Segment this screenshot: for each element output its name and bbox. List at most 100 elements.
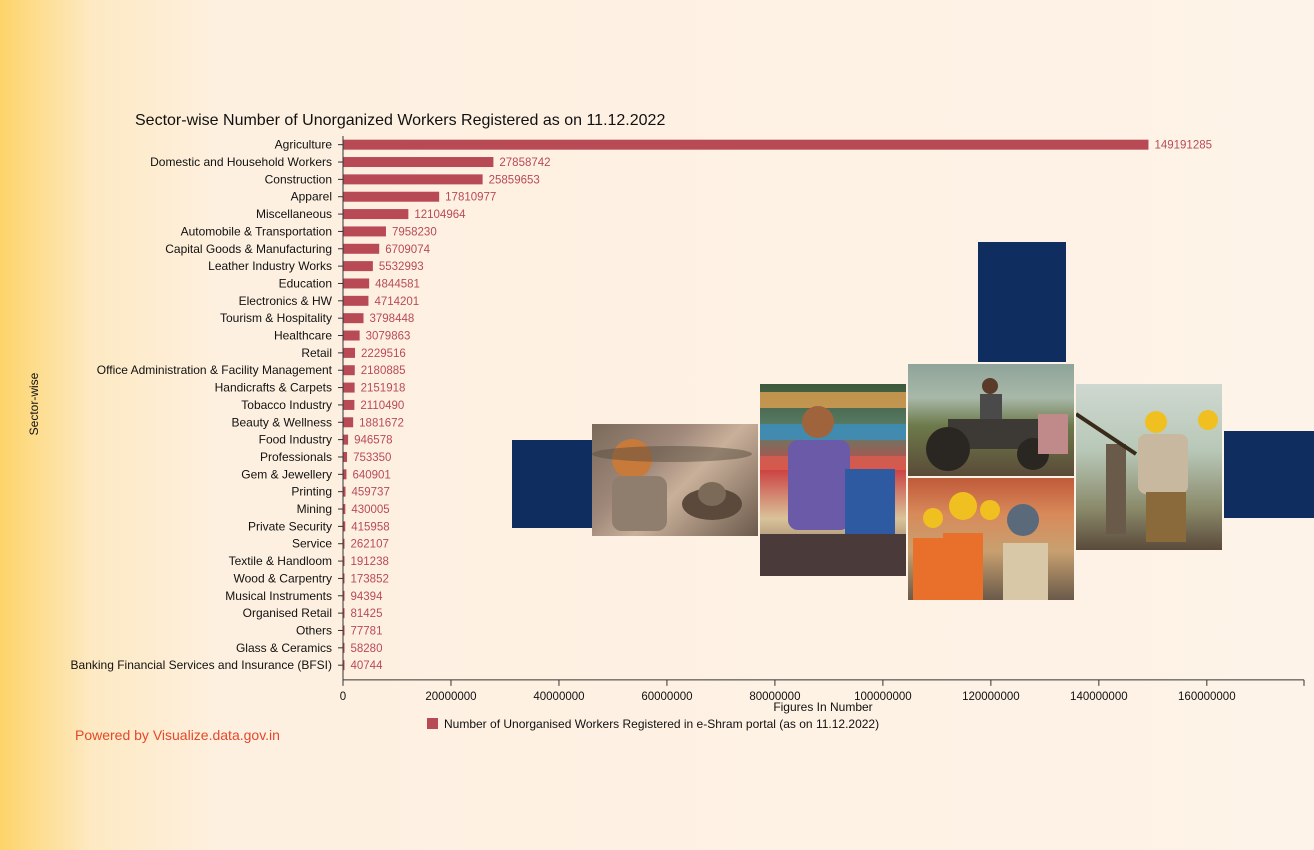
- value-label: 81425: [351, 608, 383, 620]
- x-tick-label: 60000000: [641, 691, 692, 703]
- value-label: 262107: [351, 539, 389, 551]
- category-label: Food Industry: [259, 433, 332, 447]
- bar[interactable]: [343, 295, 369, 306]
- legend-swatch: [427, 718, 438, 729]
- category-label: Service: [292, 537, 332, 551]
- value-label: 2151918: [361, 383, 406, 395]
- navy-block-top: [978, 242, 1066, 362]
- category-label: Handicrafts & Carpets: [215, 381, 332, 395]
- bar[interactable]: [343, 642, 345, 653]
- value-label: 7958230: [392, 226, 437, 238]
- category-label: Office Administration & Facility Managem…: [97, 363, 333, 377]
- value-label: 430005: [351, 504, 389, 516]
- category-label: Tobacco Industry: [241, 398, 332, 412]
- value-label: 2180885: [361, 365, 406, 377]
- bar[interactable]: [343, 521, 346, 532]
- value-label: 6709074: [385, 244, 430, 256]
- bar[interactable]: [343, 157, 494, 168]
- bar[interactable]: [343, 261, 373, 272]
- category-label: Wood & Carpentry: [234, 571, 333, 585]
- shopkeeper-photo: [760, 384, 906, 576]
- bar[interactable]: [343, 330, 360, 341]
- value-label: 3079863: [366, 331, 411, 343]
- x-tick-label: 80000000: [749, 691, 800, 703]
- bar[interactable]: [343, 365, 355, 376]
- bar[interactable]: [343, 174, 483, 185]
- bar[interactable]: [343, 243, 380, 254]
- category-label: Automobile & Transportation: [181, 224, 332, 238]
- bar[interactable]: [343, 486, 346, 497]
- value-label: 25859653: [489, 174, 540, 186]
- bar[interactable]: [343, 313, 364, 324]
- potter-photo: [592, 424, 758, 536]
- category-label: Private Security: [248, 519, 332, 533]
- value-label: 12104964: [414, 209, 466, 221]
- bar[interactable]: [343, 226, 386, 237]
- value-label: 191238: [351, 556, 389, 568]
- value-label: 4714201: [374, 296, 419, 308]
- bar[interactable]: [343, 417, 354, 428]
- bar[interactable]: [343, 209, 409, 220]
- bar[interactable]: [343, 590, 345, 601]
- bar[interactable]: [343, 625, 345, 636]
- value-label: 2110490: [360, 400, 404, 412]
- value-label: 2229516: [361, 348, 406, 360]
- category-label: Healthcare: [274, 329, 332, 343]
- value-label: 173852: [351, 573, 389, 585]
- bar[interactable]: [343, 469, 347, 480]
- value-label: 753350: [353, 452, 391, 464]
- value-label: 58280: [351, 643, 383, 655]
- bar[interactable]: [343, 347, 356, 358]
- bar[interactable]: [343, 139, 1149, 150]
- construction-crew-photo: [908, 478, 1074, 600]
- category-label: Gem & Jewellery: [241, 467, 332, 481]
- bar[interactable]: [343, 382, 355, 393]
- value-label: 94394: [351, 591, 384, 603]
- category-label: Professionals: [260, 450, 332, 464]
- value-label: 77781: [351, 625, 383, 637]
- bar[interactable]: [343, 504, 346, 515]
- category-label: Domestic and Household Workers: [150, 155, 332, 169]
- bar[interactable]: [343, 434, 349, 445]
- category-labels: Agriculture Domestic and Household Worker…: [71, 138, 333, 672]
- category-label: Capital Goods & Manufacturing: [165, 242, 332, 256]
- bar[interactable]: [343, 556, 345, 567]
- tractor-farmer-photo: [908, 364, 1074, 476]
- value-label: 4844581: [375, 278, 420, 290]
- x-axis-title: Figures In Number: [773, 700, 872, 714]
- value-label: 149191285: [1154, 140, 1212, 152]
- bar[interactable]: [343, 451, 348, 462]
- legend-label: Number of Unorganised Workers Registered…: [444, 717, 879, 731]
- category-label: Organised Retail: [243, 606, 332, 620]
- category-label: Electronics & HW: [239, 294, 333, 308]
- category-label: Retail: [301, 346, 332, 360]
- value-label: 5532993: [379, 261, 424, 273]
- value-label: 1881672: [359, 417, 404, 429]
- bar[interactable]: [343, 538, 345, 549]
- category-label: Apparel: [291, 190, 332, 204]
- value-label: 946578: [354, 435, 392, 447]
- bar[interactable]: [343, 399, 355, 410]
- category-label: Tourism & Hospitality: [220, 311, 332, 325]
- bar[interactable]: [343, 191, 440, 202]
- x-tick-label: 160000000: [1178, 691, 1236, 703]
- category-label: Leather Industry Works: [208, 259, 332, 273]
- bar[interactable]: [343, 660, 345, 671]
- chart-title: Sector-wise Number of Unorganized Worker…: [135, 112, 665, 129]
- bar[interactable]: [343, 608, 345, 619]
- category-label: Miscellaneous: [256, 207, 332, 221]
- bar[interactable]: [343, 573, 345, 584]
- category-label: Beauty & Wellness: [232, 415, 333, 429]
- navy-block-right: [1224, 431, 1314, 518]
- value-label: 415958: [351, 521, 389, 533]
- powered-by-link[interactable]: Powered by Visualize.data.gov.in: [75, 727, 280, 743]
- category-label: Agriculture: [275, 138, 333, 152]
- legend[interactable]: Number of Unorganised Workers Registered…: [427, 717, 879, 731]
- hammer-worker-photo: [1076, 384, 1222, 550]
- category-label: Banking Financial Services and Insurance…: [71, 658, 332, 672]
- x-tick-label: 40000000: [533, 691, 584, 703]
- x-tick-label: 100000000: [854, 691, 912, 703]
- category-label: Education: [279, 276, 332, 290]
- bar[interactable]: [343, 278, 370, 289]
